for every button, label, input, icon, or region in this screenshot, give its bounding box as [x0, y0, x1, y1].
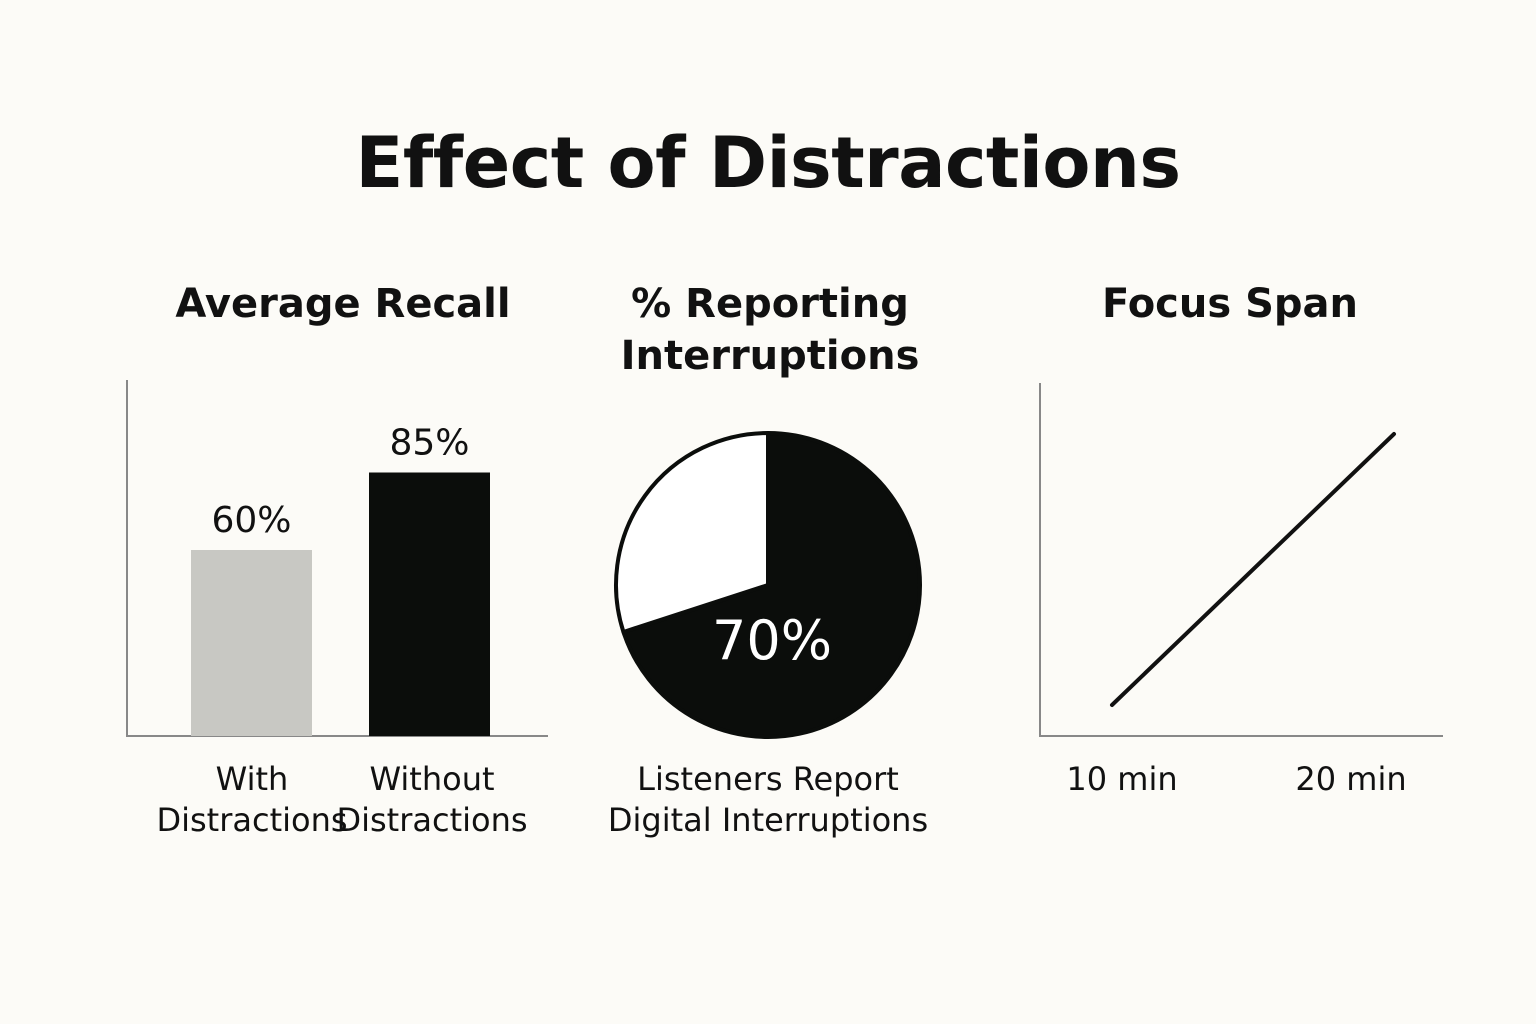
- bar-category-label-without: Without Distractions: [336, 760, 528, 839]
- pie-value-label: 70%: [712, 609, 832, 672]
- bar-chart-title: Average Recall: [175, 281, 511, 327]
- line-chart-title: Focus Span: [1101, 281, 1358, 327]
- line-x-tick-20min: 20 min: [1295, 760, 1407, 798]
- bar-1: [369, 472, 490, 736]
- line-x-tick-10min: 10 min: [1066, 760, 1178, 798]
- focus-span-line: [1110, 432, 1396, 707]
- bar-0: [191, 550, 312, 736]
- pie-slice-0: [621, 431, 922, 739]
- pie-slice-1: [614, 431, 770, 634]
- pie-caption: Listeners Report Digital Interruptions: [607, 760, 929, 839]
- bar-value-label-1: 85%: [389, 423, 469, 464]
- bar-value-label-0: 60%: [211, 500, 291, 541]
- bar-category-label-with: With Distractions: [156, 760, 348, 839]
- pie-chart-title: % Reporting Interruptions: [620, 281, 920, 379]
- page-title: Effect of Distractions: [355, 122, 1181, 204]
